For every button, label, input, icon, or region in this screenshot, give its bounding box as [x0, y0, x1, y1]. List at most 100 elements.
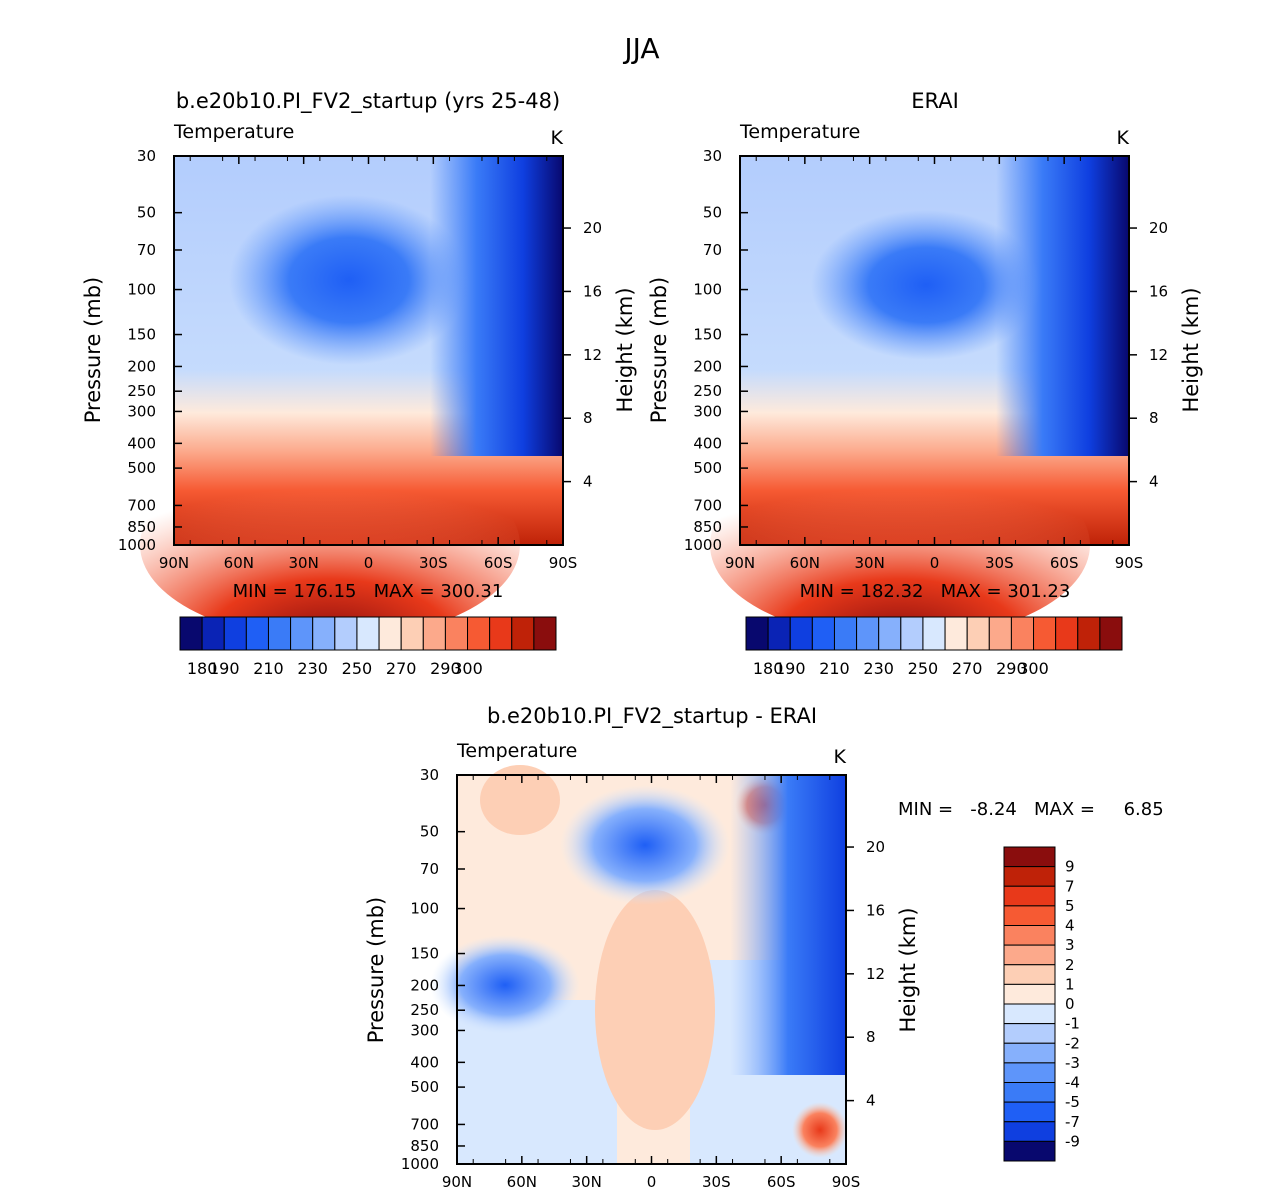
colorbar-swatch [1003, 1062, 1056, 1083]
colorbar-swatch [1003, 885, 1056, 907]
right-label: K [834, 746, 847, 768]
y-tick-label: 70 [137, 241, 156, 259]
colorbar-label: -9 [1065, 1132, 1080, 1150]
stats-label: MIN = -8.24 MAX = 6.85 [898, 799, 1164, 820]
left-label: Temperature [173, 121, 294, 143]
colorbar-swatch [1003, 1042, 1056, 1064]
colorbar-swatch [789, 616, 813, 651]
colorbar-label: 210 [253, 659, 284, 678]
colorbar-label: 300 [452, 659, 483, 678]
right-label: K [1117, 127, 1130, 149]
colorbar-swatch [1003, 964, 1056, 985]
colorbar-label: 210 [819, 659, 850, 678]
y-tick-label: 100 [410, 900, 439, 918]
colorbar-swatch [1055, 616, 1079, 651]
colorbar-swatch [489, 616, 513, 651]
colorbar-label: 180 [187, 659, 218, 678]
y-tick-label: 50 [420, 823, 439, 841]
contour-field [430, 765, 848, 1164]
y-tick-label: 300 [410, 1021, 439, 1039]
colorbar-swatch [1003, 1082, 1056, 1103]
y-tick-label: 700 [127, 496, 156, 514]
colorbar-swatch [467, 616, 491, 651]
y2-axis-label: Height (km) [1179, 287, 1203, 412]
colorbar-label: 250 [342, 659, 373, 678]
y2-tick-label: 8 [1149, 409, 1159, 427]
x-tick-label: 60S [484, 554, 513, 572]
y-tick-label: 70 [420, 860, 439, 878]
y2-tick-label: 8 [583, 409, 593, 427]
x-tick-label: 90N [442, 1173, 472, 1191]
y-tick-label: 400 [127, 434, 156, 452]
y-tick-label: 100 [127, 281, 156, 299]
left-label: Temperature [739, 121, 860, 143]
panel-diff: b.e20b10.PI_FV2_startup - ERAI Temperatu… [364, 704, 1164, 1191]
y-tick-label: 500 [410, 1078, 439, 1096]
y2-tick-label: 4 [866, 1092, 876, 1110]
panel-title: b.e20b10.PI_FV2_startup - ERAI [487, 704, 817, 729]
y-tick-label: 700 [693, 496, 722, 514]
colorbar-label: -4 [1065, 1074, 1080, 1092]
y2-tick-label: 20 [583, 219, 602, 237]
colorbar-swatch [1003, 846, 1056, 868]
colorbar-swatch [1003, 983, 1056, 1005]
colorbar-label: 290 [430, 659, 461, 678]
colorbar-swatch [878, 616, 902, 651]
stats-label: MIN = 176.15 MAX = 300.31 [233, 581, 504, 602]
x-tick-label: 60S [1050, 554, 1079, 572]
colorbar-label: 7 [1065, 877, 1075, 895]
colorbar-swatch [966, 616, 990, 651]
x-tick-label: 90S [549, 554, 578, 572]
right-label: K [551, 127, 564, 149]
colorbar-swatch [444, 616, 469, 651]
y-tick-label: 200 [410, 976, 439, 994]
colorbar-swatch [290, 616, 314, 651]
colorbar-swatch [1003, 1121, 1056, 1142]
x-tick-label: 90S [832, 1173, 861, 1191]
x-tick-label: 30N [289, 554, 319, 572]
colorbar-swatch [1003, 866, 1056, 887]
y-tick-label: 30 [703, 147, 722, 165]
y-tick-label: 500 [693, 459, 722, 477]
y-tick-label: 30 [420, 766, 439, 784]
colorbar-label: 290 [996, 659, 1027, 678]
x-tick-label: 90S [1115, 554, 1144, 572]
stats-label: MIN = 182.32 MAX = 301.23 [800, 581, 1071, 602]
colorbar-label: 5 [1065, 897, 1075, 915]
y-tick-label: 300 [693, 402, 722, 420]
colorbar-label: 270 [952, 659, 983, 678]
y2-tick-label: 16 [866, 901, 885, 919]
y-tick-label: 500 [127, 459, 156, 477]
colorbar-swatch [856, 616, 880, 651]
x-tick-label: 30N [855, 554, 885, 572]
colorbar-swatch [1003, 1101, 1056, 1123]
y2-tick-label: 20 [1149, 219, 1168, 237]
colorbar-swatch [378, 616, 402, 651]
colorbar-swatch [400, 616, 424, 651]
x-tick-label: 30S [419, 554, 448, 572]
colorbar-swatch [1003, 925, 1056, 946]
colorbar-swatch [422, 616, 446, 651]
colorbar-swatch [1003, 905, 1056, 926]
y-tick-label: 850 [410, 1137, 439, 1155]
y2-axis-label: Height (km) [896, 907, 920, 1032]
colorbar-swatch [1003, 1023, 1056, 1044]
x-tick-label: 90N [159, 554, 189, 572]
colorbar-label: 4 [1065, 917, 1075, 935]
colorbar-swatch [267, 616, 292, 651]
colorbar-swatch [944, 616, 968, 651]
colorbar-swatch [988, 616, 1012, 651]
colorbar-label: 0 [1065, 995, 1075, 1013]
y-tick-label: 100 [693, 281, 722, 299]
y-tick-label: 50 [703, 204, 722, 222]
colorbar-label: 250 [908, 659, 939, 678]
y-tick-label: 850 [693, 518, 722, 536]
colorbar-label: 1 [1065, 975, 1075, 993]
x-tick-label: 0 [364, 554, 374, 572]
y-tick-label: 400 [410, 1053, 439, 1071]
colorbar-swatch [533, 616, 557, 651]
y-axis-label: Pressure (mb) [81, 277, 105, 424]
left-label: Temperature [456, 740, 577, 762]
y2-axis-label: Height (km) [613, 287, 637, 412]
